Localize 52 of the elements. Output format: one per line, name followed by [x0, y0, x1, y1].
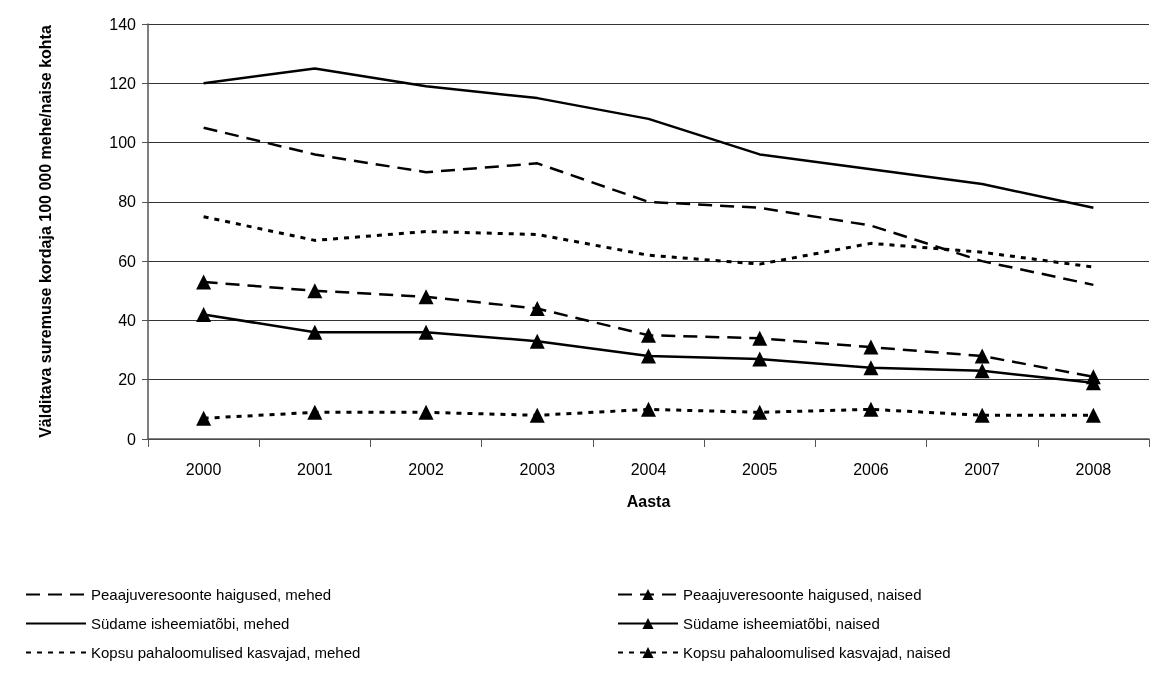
point	[418, 289, 434, 305]
point	[196, 274, 212, 290]
y-tick-label: 60	[118, 252, 137, 270]
y-tick-label: 140	[109, 15, 137, 33]
point	[863, 401, 879, 417]
x-tick-label: 2003	[519, 460, 556, 478]
line-series	[202, 67, 1095, 210]
x-tick-label: 2006	[853, 460, 889, 478]
point	[752, 351, 768, 367]
point	[1085, 407, 1101, 423]
y-tick-label: 120	[109, 74, 137, 92]
point	[641, 327, 656, 343]
point	[307, 404, 323, 420]
legend-label: Südame isheemiatõbi, mehed	[91, 615, 290, 632]
x-tick-label: 2004	[630, 460, 667, 478]
point	[307, 283, 323, 299]
y-tick-label: 0	[127, 430, 137, 448]
legend-label: Peaajuveresoonte haigused, naised	[683, 586, 922, 603]
y-tick-label: 80	[118, 193, 137, 211]
point	[641, 348, 656, 364]
point	[529, 407, 545, 423]
point	[863, 360, 879, 376]
x-tick-label: 2002	[408, 460, 444, 478]
y-tick-label: 40	[118, 311, 137, 329]
point	[974, 407, 990, 423]
point	[196, 307, 212, 322]
point	[307, 324, 323, 340]
legend-label: Peaajuveresoonte haigused, mehed	[91, 586, 332, 603]
point	[974, 363, 990, 379]
y-tick-label: 20	[118, 371, 137, 389]
point	[529, 301, 545, 317]
point	[863, 339, 879, 355]
x-axis-title: Aasta	[626, 492, 671, 510]
x-tick-label: 2005	[741, 460, 778, 478]
point	[418, 404, 434, 420]
point	[418, 324, 434, 340]
x-tick-label: 2001	[297, 460, 333, 478]
x-tick-label: 2007	[964, 460, 1001, 478]
x-tick-label: 2000	[185, 460, 222, 478]
legend-label: Kopsu pahaloomulised kasvajad, naised	[683, 644, 951, 661]
y-tick-label: 100	[109, 134, 137, 152]
point	[752, 404, 768, 420]
point	[529, 333, 545, 349]
x-tick-label: 2008	[1075, 460, 1112, 478]
point	[974, 348, 990, 364]
point	[196, 410, 212, 426]
point	[641, 401, 656, 417]
y-axis-title: Välditava suremuse kordaja 100 000 mehe/naise kohta	[36, 25, 54, 438]
legend-label: Kopsu pahaloomulised kasvajad, mehed	[91, 644, 361, 661]
line-series	[202, 126, 1095, 287]
legend-label: Südame isheemiatõbi, naised	[683, 615, 880, 632]
point	[752, 330, 768, 346]
